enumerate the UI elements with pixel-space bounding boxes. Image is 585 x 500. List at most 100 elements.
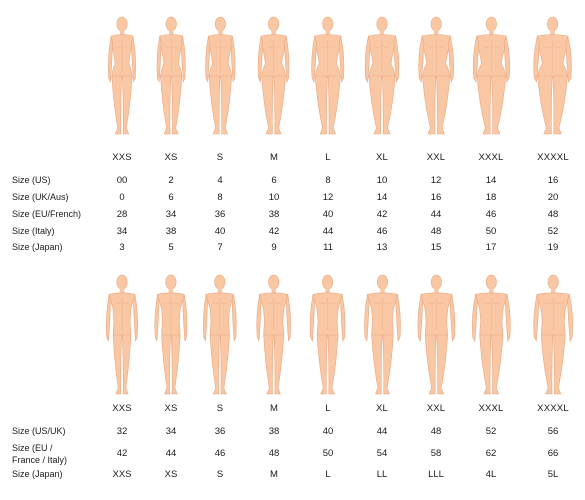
size-value-cell: 44	[430, 209, 442, 220]
body-silhouette-icon	[311, 16, 345, 135]
row-label: Size (US)	[12, 175, 51, 185]
men-size-chart: XXS XS S M L XL XXL XXXL XXXXL Size (US/UK) 32 34 3…	[0, 262, 585, 500]
size-value-cell: 19	[547, 242, 559, 253]
size-value-cell: 42	[376, 209, 388, 220]
size-value-cell: 7	[217, 242, 223, 253]
size-value-cell: 8	[325, 175, 331, 186]
row-label: Size (Italy)	[12, 226, 55, 236]
women-figure-xxxl	[463, 16, 520, 136]
size-value-cell: M	[270, 469, 278, 480]
men-size-letter: XL	[375, 403, 389, 414]
size-value-cell: LL	[376, 469, 388, 480]
men-figure-xl	[358, 274, 407, 396]
size-value-cell: 56	[547, 426, 559, 437]
size-value-cell: 44	[376, 426, 388, 437]
body-silhouette-icon	[472, 16, 510, 135]
body-silhouette-icon	[258, 16, 290, 135]
women-figure-xs	[150, 16, 192, 136]
size-value-cell: 9	[271, 242, 277, 253]
size-value-cell: 40	[214, 226, 226, 237]
size-value-cell: 4L	[485, 469, 497, 480]
size-value-cell: 52	[547, 226, 559, 237]
men-size-letter: XXXL	[478, 403, 504, 414]
size-value-cell: 8	[217, 192, 223, 203]
women-figure-xxxxl	[523, 16, 582, 136]
row-label: Size (Japan)	[12, 242, 63, 252]
body-silhouette-icon	[533, 16, 573, 135]
size-value-cell: 34	[165, 426, 177, 437]
size-value-cell: 13	[376, 242, 388, 253]
body-silhouette-icon	[417, 274, 455, 395]
body-silhouette-icon	[256, 274, 292, 395]
size-value-cell: 42	[268, 226, 280, 237]
men-figure-l	[304, 274, 351, 396]
size-value-cell: 46	[485, 209, 497, 220]
size-value-cell: 46	[214, 448, 226, 459]
size-value-cell: 0	[119, 192, 125, 203]
size-value-cell: 48	[547, 209, 559, 220]
size-value-cell: 10	[268, 192, 280, 203]
men-figure-xxxl	[465, 274, 518, 396]
women-size-letter: M	[269, 152, 279, 163]
size-value-cell: 12	[430, 175, 442, 186]
size-value-cell: 38	[165, 226, 177, 237]
women-size-letter: XXS	[112, 152, 132, 163]
body-silhouette-icon	[154, 274, 188, 395]
women-size-letter: S	[216, 152, 224, 163]
size-value-cell: 36	[214, 426, 226, 437]
size-value-cell: 2	[168, 175, 174, 186]
size-value-cell: 15	[430, 242, 442, 253]
men-size-letter: L	[325, 403, 331, 414]
row-label: Size (US/UK)	[12, 426, 66, 436]
men-size-letter: M	[269, 403, 279, 414]
size-value-cell: 46	[376, 226, 388, 237]
women-size-letter: XXXXL	[537, 152, 569, 163]
size-value-cell: 32	[116, 426, 128, 437]
row-label-line: France / Italy)	[12, 455, 68, 465]
size-value-cell: 00	[116, 175, 128, 186]
size-value-cell: 38	[268, 426, 280, 437]
size-value-cell: L	[325, 469, 331, 480]
body-silhouette-icon	[310, 274, 346, 395]
body-silhouette-icon	[156, 16, 186, 135]
size-value-cell: 17	[485, 242, 497, 253]
size-value-cell: 28	[116, 209, 128, 220]
size-value-cell: 14	[376, 192, 388, 203]
women-size-letter-row: XXS XS S M L XL XXL XXXL XXXXL	[0, 151, 585, 165]
size-value-cell: 58	[430, 448, 442, 459]
size-value-cell: 44	[165, 448, 177, 459]
women-size-letter: XL	[375, 152, 389, 163]
women-size-letter: XXL	[426, 152, 446, 163]
row-label: Size (UK/Aus)	[12, 192, 69, 202]
size-value-cell: 50	[322, 448, 334, 459]
body-silhouette-icon	[204, 16, 236, 135]
body-silhouette-icon	[471, 274, 511, 395]
size-value-cell: 50	[485, 226, 497, 237]
men-figure-xxl	[411, 274, 462, 396]
women-figure-l	[303, 16, 353, 136]
size-value-cell: 66	[547, 448, 559, 459]
size-value-cell: 42	[116, 448, 128, 459]
men-size-letter: XXS	[112, 403, 132, 414]
men-size-letter: XXXXL	[537, 403, 569, 414]
body-silhouette-icon	[203, 274, 237, 395]
size-value-cell: 48	[430, 226, 442, 237]
body-silhouette-icon	[364, 16, 400, 135]
men-figure-xxxxl	[526, 274, 580, 396]
body-silhouette-icon	[106, 274, 138, 395]
size-value-cell: 54	[376, 448, 388, 459]
men-size-letter-row: XXS XS S M L XL XXL XXXL XXXXL	[0, 402, 585, 416]
size-value-cell: 16	[430, 192, 442, 203]
size-value-cell: 4	[217, 175, 223, 186]
women-figure-s	[198, 16, 243, 136]
size-value-cell: 40	[322, 426, 334, 437]
size-value-cell: 10	[376, 175, 388, 186]
men-size-letter: S	[216, 403, 224, 414]
women-figure-xxl	[409, 16, 463, 136]
size-value-cell: 40	[322, 209, 334, 220]
men-size-letter: XXL	[426, 403, 446, 414]
size-value-cell: 44	[322, 226, 334, 237]
size-value-cell: XXS	[112, 469, 132, 480]
size-value-cell: 48	[268, 448, 280, 459]
men-figure-m	[251, 274, 296, 396]
